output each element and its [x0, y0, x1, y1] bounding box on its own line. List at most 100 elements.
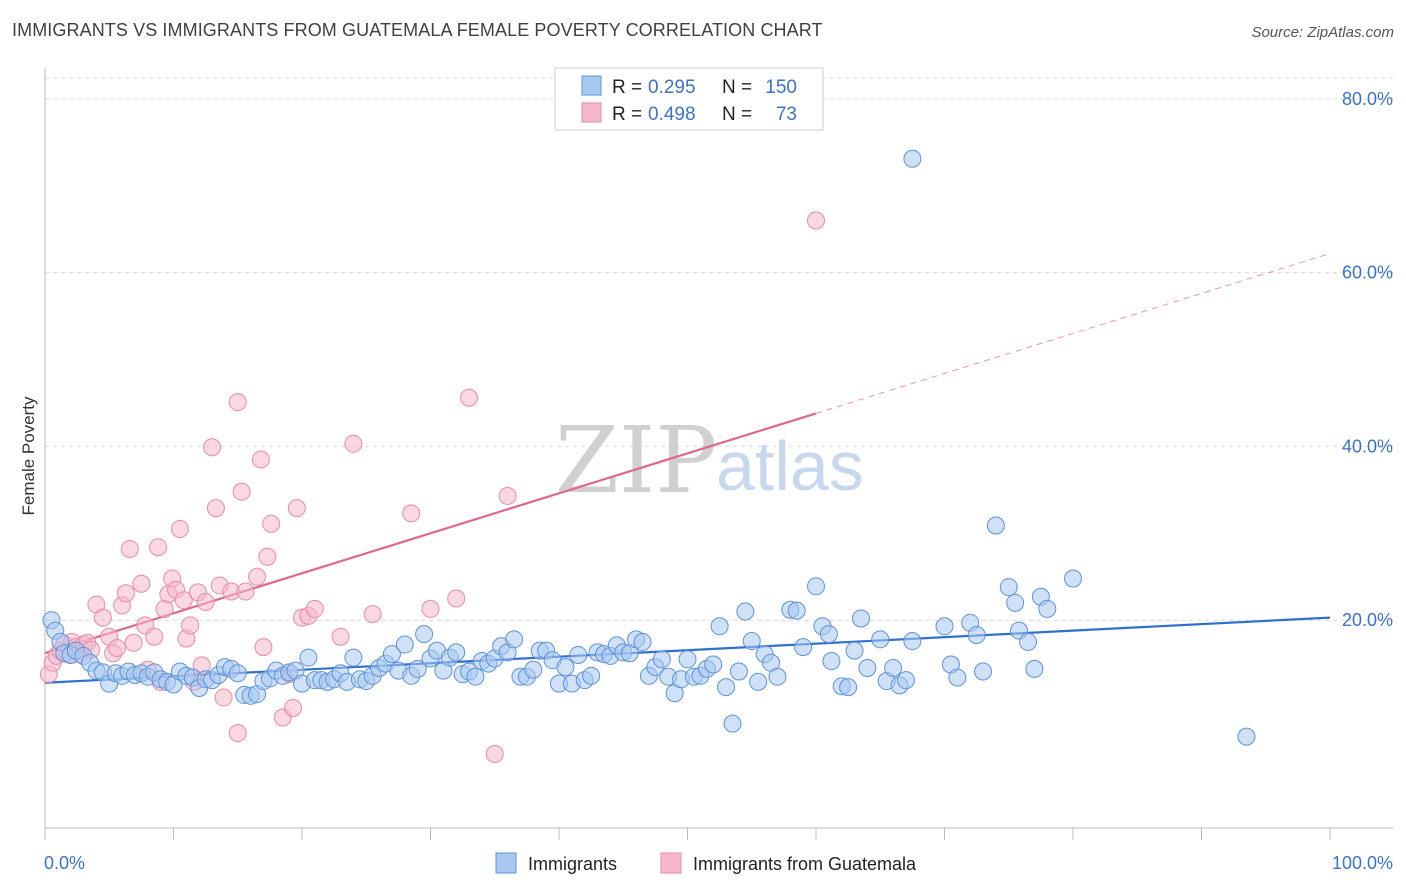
data-point-immigrants	[1019, 632, 1038, 651]
legend-n-value-2: 73	[776, 104, 797, 125]
data-point-immigrants	[447, 643, 466, 662]
data-point-immigrants	[524, 660, 543, 679]
data-point-immigrants	[466, 667, 485, 686]
data-point-immigrants	[839, 678, 858, 697]
data-point-immigrants	[652, 650, 671, 669]
legend-bottom-label-immigrants: Immigrants	[528, 854, 617, 874]
trend-lines	[44, 253, 1331, 684]
data-point-immigrants	[569, 645, 588, 664]
data-point-immigrants	[1237, 727, 1256, 746]
x-ticks	[44, 828, 1331, 840]
data-point-immigrants	[408, 659, 427, 678]
legend-bottom-swatch-immigrants	[495, 852, 517, 874]
data-point-immigrants	[633, 632, 652, 651]
source-label: Source: ZipAtlas.com	[1251, 24, 1394, 41]
data-point-guatemala	[155, 599, 174, 618]
data-point-guatemala	[203, 438, 222, 457]
data-point-guatemala	[228, 393, 247, 412]
legend-swatch-guatemala	[581, 102, 602, 123]
legend-r-label-1: R =	[612, 77, 642, 98]
data-point-guatemala	[305, 599, 324, 618]
legend-bottom-swatch-guatemala	[660, 852, 682, 874]
legend-bottom-label-guatemala: Immigrants from Guatemala	[693, 854, 917, 874]
data-point-immigrants	[556, 658, 575, 677]
data-point-guatemala	[447, 589, 466, 608]
data-point-guatemala	[196, 592, 215, 611]
data-point-immigrants	[729, 662, 748, 681]
chart-title: IMMIGRANTS VS IMMIGRANTS FROM GUATEMALA …	[12, 20, 823, 40]
data-point-immigrants	[999, 578, 1018, 597]
data-point-guatemala	[170, 519, 189, 538]
data-point-guatemala	[421, 599, 440, 618]
legend-n-label-2: N =	[722, 104, 752, 125]
data-point-immigrants	[974, 662, 993, 681]
y-axis-label: Female Poverty	[19, 396, 38, 516]
data-point-immigrants	[858, 658, 877, 677]
series-guatemala-points	[39, 211, 825, 764]
trend-line-guatemala-extension	[815, 253, 1331, 414]
y-tick-label: 60.0%	[1342, 263, 1393, 283]
data-point-immigrants	[395, 635, 414, 654]
legend-n-label-1: N =	[722, 77, 752, 98]
data-point-guatemala	[236, 582, 255, 601]
data-point-guatemala	[214, 688, 233, 707]
data-point-immigrants	[948, 668, 967, 687]
data-point-immigrants	[749, 672, 768, 691]
data-point-immigrants	[871, 630, 890, 649]
y-tick-labels: 20.0% 40.0% 60.0% 80.0%	[1342, 89, 1393, 630]
data-point-immigrants	[768, 667, 787, 686]
data-point-immigrants	[851, 609, 870, 628]
legend-bottom: Immigrants Immigrants from Guatemala	[495, 852, 917, 874]
data-point-guatemala	[93, 608, 112, 627]
data-point-immigrants	[415, 625, 434, 644]
data-point-guatemala	[498, 486, 517, 505]
data-point-guatemala	[331, 627, 350, 646]
data-point-immigrants	[582, 666, 601, 685]
watermark-zip: ZIP	[555, 407, 717, 514]
data-point-guatemala	[206, 499, 225, 518]
data-point-guatemala	[485, 745, 504, 764]
data-point-immigrants	[903, 632, 922, 651]
data-point-immigrants	[1006, 593, 1025, 612]
data-point-guatemala	[262, 514, 281, 533]
data-point-immigrants	[228, 664, 247, 683]
data-point-immigrants	[986, 516, 1005, 535]
data-point-immigrants	[807, 577, 825, 596]
data-point-immigrants	[678, 650, 697, 669]
data-point-immigrants	[382, 645, 401, 664]
data-point-immigrants	[896, 671, 915, 690]
data-point-guatemala	[174, 591, 193, 610]
legend-swatch-immigrants	[581, 75, 602, 96]
data-point-guatemala	[287, 499, 306, 518]
data-point-guatemala	[149, 538, 168, 557]
data-point-guatemala	[132, 574, 151, 593]
trend-line-guatemala	[44, 412, 817, 655]
data-point-guatemala	[145, 627, 164, 646]
data-point-immigrants	[723, 714, 742, 733]
data-point-guatemala	[116, 584, 135, 603]
data-point-immigrants	[736, 602, 755, 621]
data-point-immigrants	[903, 149, 922, 168]
x-tick-label-min: 0.0%	[44, 853, 85, 873]
data-point-guatemala	[402, 504, 421, 523]
data-point-guatemala	[284, 698, 303, 717]
data-point-immigrants	[704, 655, 723, 674]
legend-top: R = 0.295 N = 150 R = 0.498 N = 73	[554, 67, 824, 131]
data-point-guatemala	[181, 616, 200, 635]
data-point-guatemala	[124, 633, 143, 652]
data-point-immigrants	[794, 638, 813, 657]
data-point-immigrants	[967, 625, 986, 644]
y-tick-label: 80.0%	[1342, 89, 1393, 109]
data-point-guatemala	[232, 482, 251, 501]
axes	[44, 68, 1393, 829]
data-point-immigrants	[787, 601, 806, 620]
legend-r-value-2: 0.498	[648, 104, 696, 125]
data-point-guatemala	[251, 450, 270, 469]
data-point-immigrants	[1064, 569, 1082, 588]
legend-r-value-1: 0.295	[648, 77, 696, 98]
data-point-immigrants	[819, 625, 838, 644]
series-immigrants-points	[42, 149, 1256, 746]
gridlines	[45, 77, 1393, 621]
data-point-guatemala	[363, 605, 382, 624]
